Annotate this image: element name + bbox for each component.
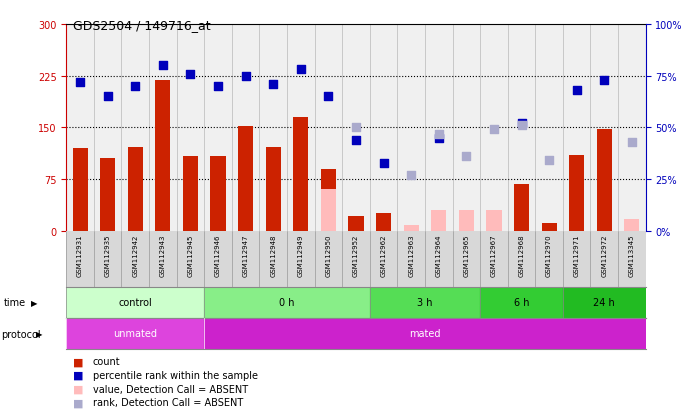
Point [102, 94, 113, 100]
Point [350, 125, 362, 131]
Text: GSM112972: GSM112972 [601, 234, 607, 276]
Point [626, 139, 637, 146]
Text: GSM112949: GSM112949 [298, 234, 304, 276]
Point [185, 71, 196, 78]
Point [571, 88, 582, 94]
Text: GSM112963: GSM112963 [408, 234, 414, 277]
Text: GSM112950: GSM112950 [325, 234, 332, 276]
Point [516, 121, 527, 127]
Text: GSM112946: GSM112946 [215, 234, 221, 276]
Text: ■: ■ [73, 356, 84, 366]
Bar [66, 287, 205, 318]
Point [267, 81, 279, 88]
Point [75, 79, 86, 86]
Point [157, 63, 168, 69]
Text: mated: mated [409, 328, 440, 339]
Text: GSM112952: GSM112952 [353, 234, 359, 276]
Point [350, 137, 362, 144]
Bar [487, 211, 501, 231]
Text: protocol: protocol [1, 329, 41, 339]
Point [130, 83, 141, 90]
Bar [100, 159, 115, 231]
Text: GSM112970: GSM112970 [546, 234, 552, 277]
Bar [183, 156, 198, 231]
Point [295, 67, 306, 74]
Point [544, 158, 555, 164]
Text: 24 h: 24 h [593, 297, 615, 308]
Bar [542, 224, 557, 231]
Text: GSM112947: GSM112947 [243, 234, 248, 276]
Point [212, 83, 223, 90]
Text: GSM112968: GSM112968 [519, 234, 524, 277]
Bar [205, 318, 646, 349]
Text: GSM112945: GSM112945 [188, 234, 193, 276]
Bar [403, 226, 419, 231]
Bar [431, 211, 446, 231]
Text: GSM112962: GSM112962 [380, 234, 387, 276]
Point [406, 172, 417, 179]
Text: GSM112964: GSM112964 [436, 234, 442, 276]
Bar [597, 129, 612, 231]
Text: ■: ■ [73, 370, 84, 380]
Text: GSM112965: GSM112965 [463, 234, 469, 276]
Text: GDS2504 / 149716_at: GDS2504 / 149716_at [73, 19, 211, 31]
Text: ▶: ▶ [31, 298, 37, 307]
Point [433, 135, 445, 142]
Text: ■: ■ [73, 397, 84, 407]
Point [516, 123, 527, 129]
Bar [205, 287, 370, 318]
Text: GSM112943: GSM112943 [160, 234, 166, 276]
Bar [459, 211, 474, 231]
Bar [266, 147, 281, 231]
Bar [293, 118, 309, 231]
Bar [73, 149, 88, 231]
Bar [238, 127, 253, 231]
Text: GSM112935: GSM112935 [105, 234, 111, 276]
Text: ■: ■ [73, 384, 84, 394]
Point [433, 131, 445, 138]
Point [240, 73, 251, 80]
Bar [128, 147, 143, 231]
Text: value, Detection Call = ABSENT: value, Detection Call = ABSENT [93, 384, 248, 394]
Bar [480, 287, 563, 318]
Text: GSM112942: GSM112942 [133, 234, 138, 276]
Bar [624, 220, 639, 231]
Bar [514, 185, 529, 231]
Bar [563, 287, 646, 318]
Point [489, 127, 500, 133]
Point [461, 154, 472, 160]
Text: rank, Detection Call = ABSENT: rank, Detection Call = ABSENT [93, 397, 243, 407]
Bar [66, 318, 205, 349]
Point [599, 77, 610, 84]
Bar [155, 81, 170, 231]
Bar [321, 169, 336, 231]
Text: GSM112948: GSM112948 [270, 234, 276, 276]
Bar [376, 214, 391, 231]
Text: unmated: unmated [113, 328, 157, 339]
Text: count: count [93, 356, 121, 366]
Text: GSM112971: GSM112971 [574, 234, 579, 277]
Text: ▶: ▶ [36, 329, 43, 338]
Text: time: time [3, 298, 26, 308]
Text: GSM112931: GSM112931 [77, 234, 83, 277]
Bar [321, 190, 336, 231]
Text: 6 h: 6 h [514, 297, 529, 308]
Bar [569, 156, 584, 231]
Text: 3 h: 3 h [417, 297, 433, 308]
Text: percentile rank within the sample: percentile rank within the sample [93, 370, 258, 380]
Bar [211, 156, 225, 231]
Point [322, 94, 334, 100]
Point [378, 160, 389, 166]
Text: control: control [119, 297, 152, 308]
Text: 0 h: 0 h [279, 297, 295, 308]
Bar [348, 216, 364, 231]
Text: GSM112967: GSM112967 [491, 234, 497, 277]
Bar [403, 226, 419, 231]
Bar [370, 287, 480, 318]
Text: GSM113345: GSM113345 [629, 234, 635, 276]
